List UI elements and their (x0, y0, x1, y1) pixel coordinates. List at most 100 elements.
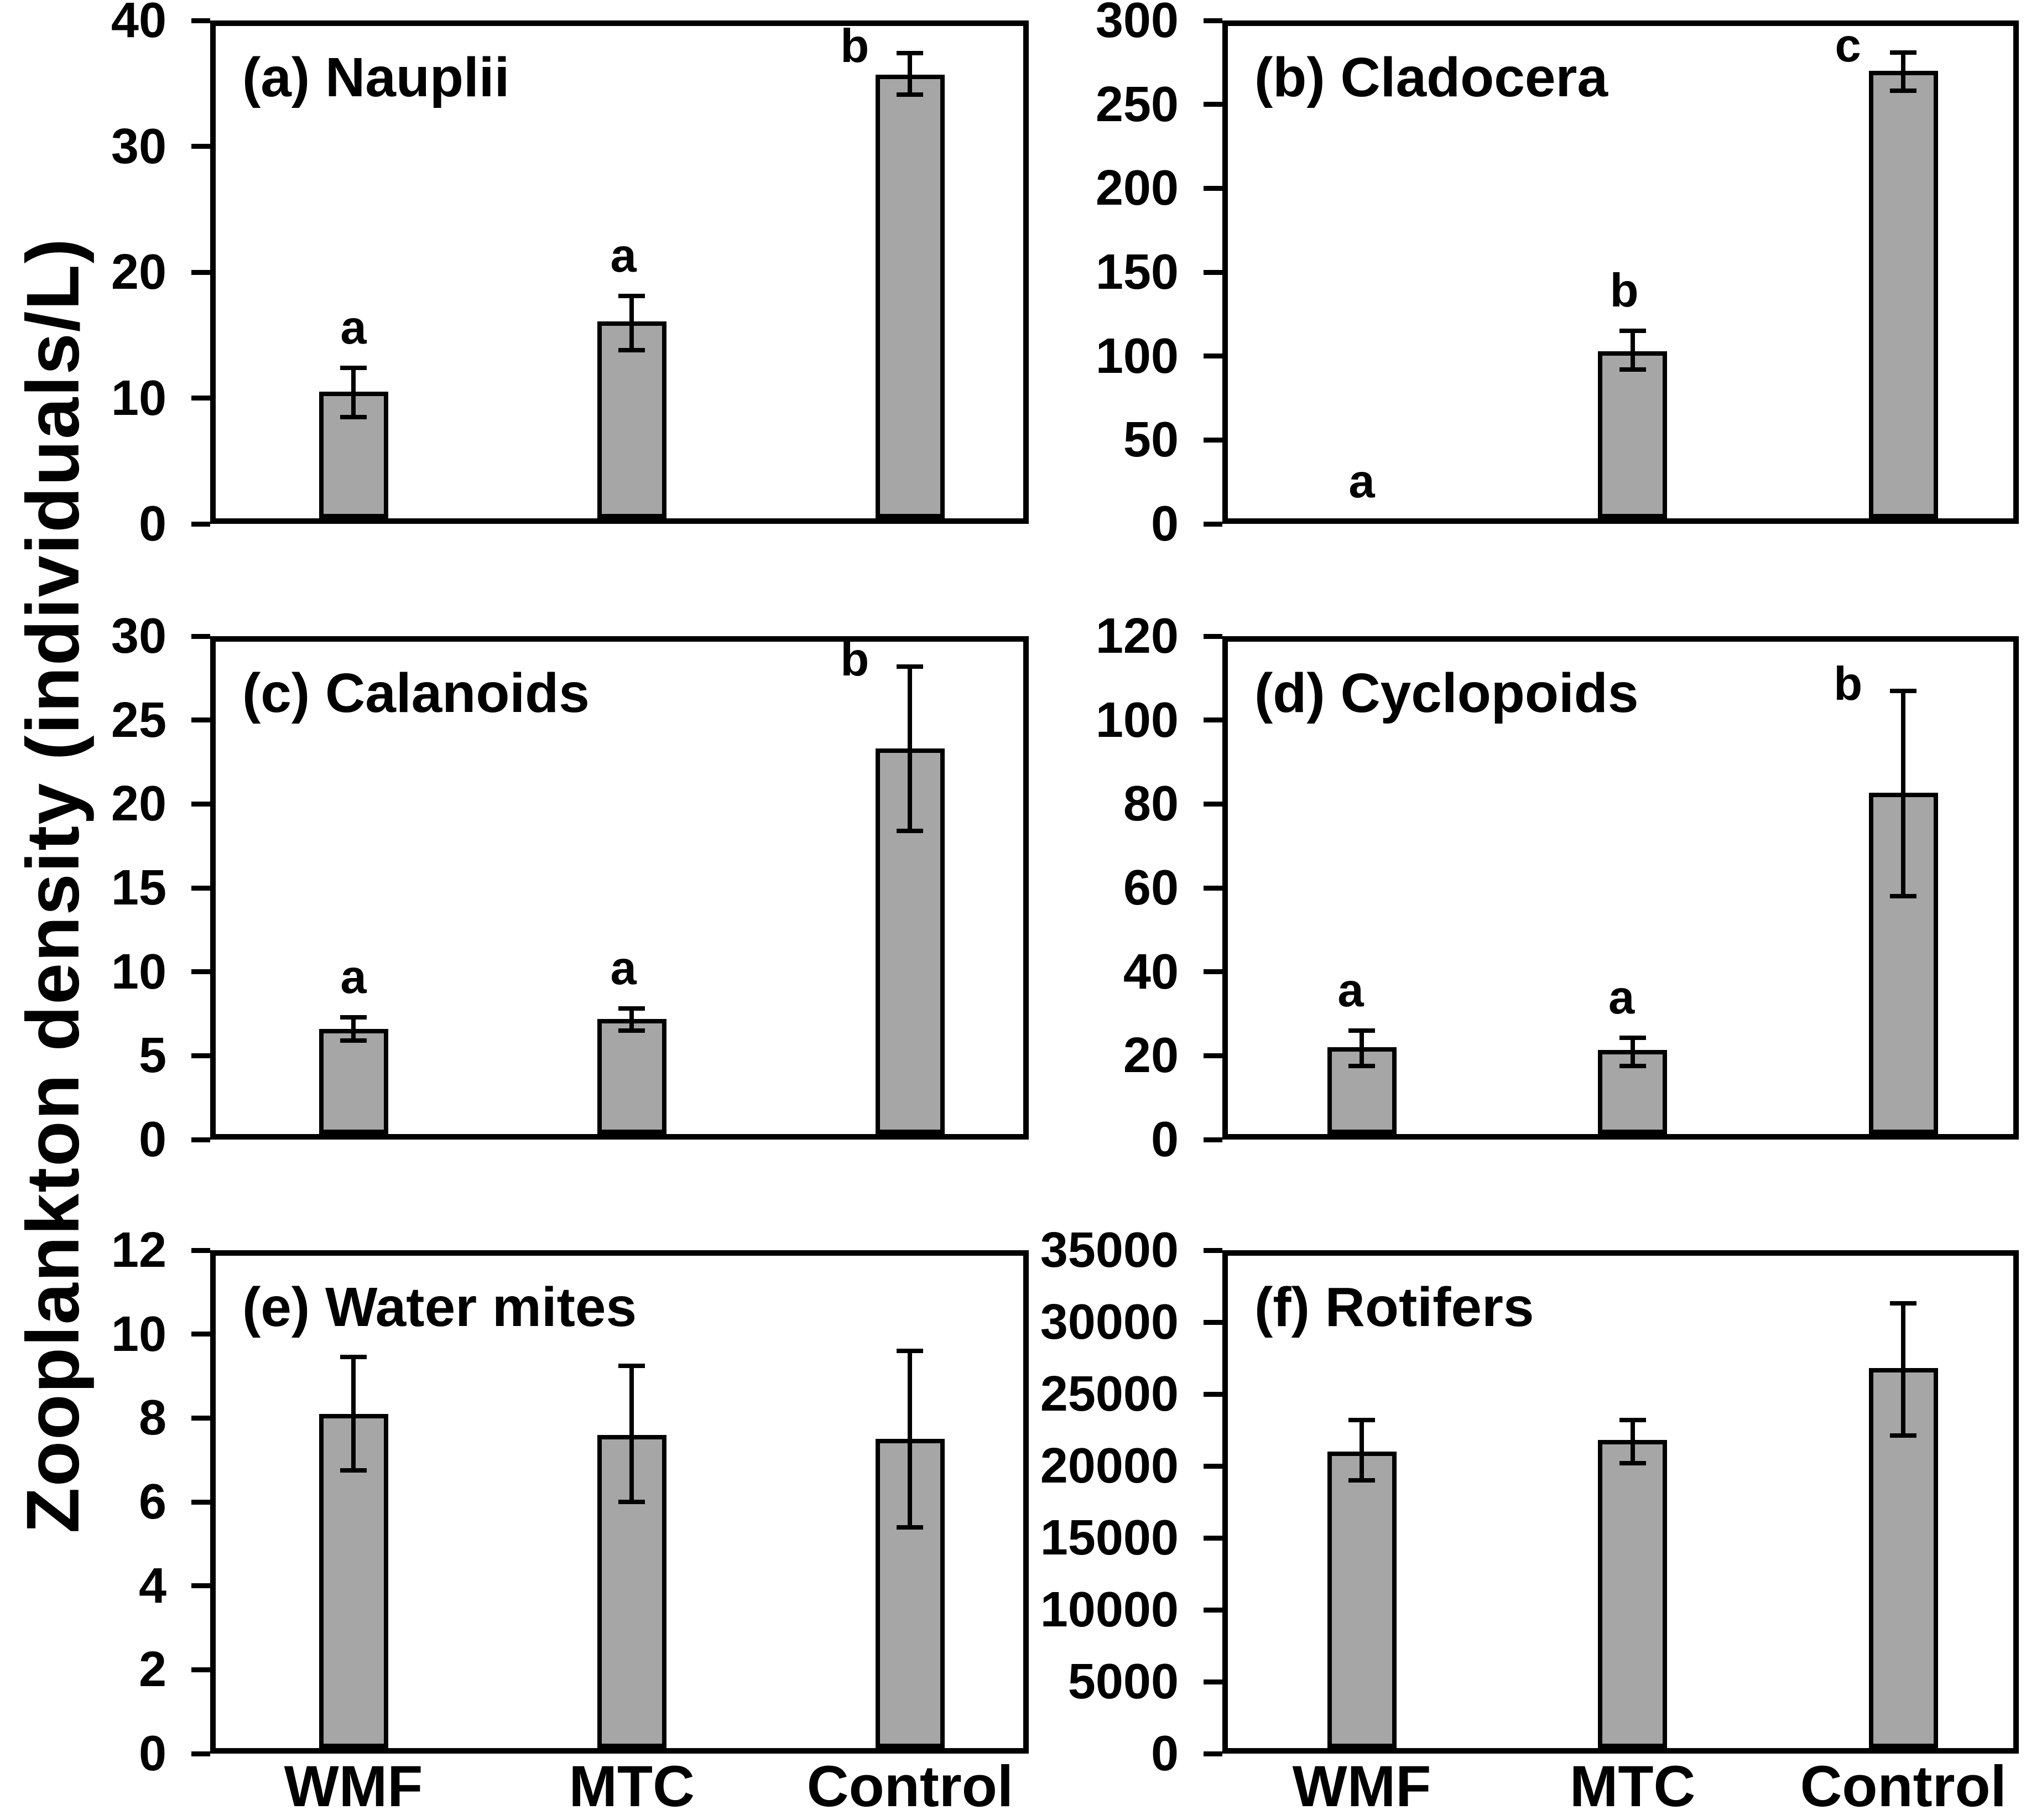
error-bar-cap-bottom (1890, 1433, 1917, 1438)
y-tick (191, 717, 210, 723)
y-tick (191, 144, 210, 149)
error-bar-cap-bottom (340, 1468, 367, 1473)
y-tick-label: 15000 (1040, 1510, 1179, 1566)
error-bar-cap-bottom (1348, 1478, 1375, 1483)
y-tick (1204, 18, 1222, 23)
sig-letter-wmf: a (340, 301, 367, 354)
y-tick-label: 150 (1095, 245, 1179, 300)
error-bar-wmf (1360, 1030, 1364, 1067)
sig-letter-mtc: a (610, 230, 637, 283)
y-tick (191, 1751, 210, 1756)
error-bar-cap-bottom (1890, 89, 1917, 93)
panel-title-a: (a) Nauplii (242, 46, 510, 108)
error-bar-cap-top (1619, 329, 1646, 334)
error-bar-cap-top (897, 664, 924, 669)
error-bar-cap-bottom (897, 1525, 924, 1530)
error-bar-cap-top (1890, 1301, 1917, 1306)
error-bar-cap-top (897, 1349, 924, 1353)
bar-mtc (597, 1434, 666, 1748)
y-tick (1204, 1319, 1222, 1325)
error-bar-mtc (629, 296, 634, 351)
y-tick-label: 0 (1150, 1726, 1179, 1781)
error-bar-wmf (351, 1357, 356, 1471)
y-tick-label: 8 (138, 1390, 166, 1446)
panel-title-c: (c) Calanoids (242, 662, 590, 724)
bar-wmf (319, 1028, 388, 1134)
y-tick (1204, 1463, 1222, 1469)
y-tick-label: 30000 (1040, 1294, 1179, 1350)
y-tick (1204, 885, 1222, 891)
y-tick-label: 0 (1150, 1112, 1179, 1167)
error-bar-cap-top (1619, 1417, 1646, 1422)
panel-title-b: (b) Cladocera (1254, 46, 1608, 108)
y-tick-label: 60 (1123, 860, 1179, 916)
x-category-label-control: Control (1800, 1754, 2007, 1819)
y-tick (1204, 437, 1222, 443)
y-tick-label: 250 (1095, 76, 1179, 132)
error-bar-cap-top (1890, 50, 1917, 55)
y-tick (191, 1415, 210, 1421)
y-tick (1204, 717, 1222, 723)
y-tick-label: 2 (138, 1642, 166, 1698)
y-tick (191, 885, 210, 891)
error-bar-control (1901, 690, 1906, 897)
error-bar-cap-top (1348, 1417, 1375, 1422)
y-tick-label: 5 (138, 1028, 166, 1084)
error-bar-mtc (1630, 1419, 1635, 1463)
bar-mtc (597, 321, 666, 518)
bar-wmf (319, 1413, 388, 1748)
y-tick (1204, 521, 1222, 527)
y-tick-label: 200 (1095, 160, 1179, 216)
error-bar-cap-bottom (1619, 1064, 1646, 1069)
y-tick-label: 25 (111, 692, 166, 748)
y-tick-label: 10000 (1040, 1582, 1179, 1637)
bar-wmf (1327, 1452, 1397, 1748)
y-tick-label: 20 (1123, 1028, 1179, 1084)
error-bar-cap-bottom (1619, 1460, 1646, 1465)
sig-letter-control: b (840, 20, 869, 73)
error-bar-control (1901, 1303, 1906, 1436)
bar-control (1868, 1368, 1938, 1748)
error-bar-cap-bottom (1890, 894, 1917, 899)
y-tick (191, 801, 210, 807)
error-bar-mtc (1630, 1037, 1635, 1067)
sig-letter-mtc: a (610, 942, 637, 995)
error-bar-cap-bottom (897, 828, 924, 833)
y-tick-label: 0 (138, 1726, 166, 1781)
panel-title-e: (e) Water mites (242, 1276, 637, 1338)
y-tick (191, 269, 210, 275)
y-tick (191, 633, 210, 639)
error-bar-cap-bottom (618, 348, 645, 353)
plot-frame-d (1222, 636, 2019, 1140)
y-tick-label: 50 (1123, 412, 1179, 468)
error-bar-wmf (1360, 1419, 1364, 1480)
y-tick (191, 1247, 210, 1253)
y-tick (1204, 1607, 1222, 1613)
y-tick-label: 4 (138, 1558, 166, 1614)
y-tick (1204, 185, 1222, 191)
y-tick (191, 1053, 210, 1058)
y-tick (1204, 1391, 1222, 1397)
y-tick-label: 20 (111, 776, 166, 832)
error-bar-cap-top (1619, 1035, 1646, 1040)
error-bar-cap-bottom (340, 414, 367, 419)
y-tick-label: 35000 (1040, 1223, 1179, 1278)
y-tick (191, 18, 210, 23)
y-tick-label: 10 (111, 944, 166, 1000)
y-tick (1204, 1751, 1222, 1756)
bar-control (875, 74, 945, 518)
y-tick (1204, 1679, 1222, 1684)
sig-letter-control: b (1834, 657, 1863, 710)
y-tick-label: 80 (1123, 776, 1179, 832)
error-bar-cap-bottom (618, 1500, 645, 1504)
bar-mtc (1598, 351, 1668, 518)
x-category-label-mtc: MTC (569, 1754, 695, 1819)
y-tick-label: 100 (1095, 328, 1179, 384)
error-bar-cap-top (618, 294, 645, 299)
y-tick (191, 521, 210, 527)
error-bar-cap-top (1890, 688, 1917, 693)
plot-frame-c (210, 636, 1029, 1140)
error-bar-cap-bottom (897, 92, 924, 97)
y-tick (191, 1137, 210, 1142)
error-bar-control (908, 53, 913, 95)
